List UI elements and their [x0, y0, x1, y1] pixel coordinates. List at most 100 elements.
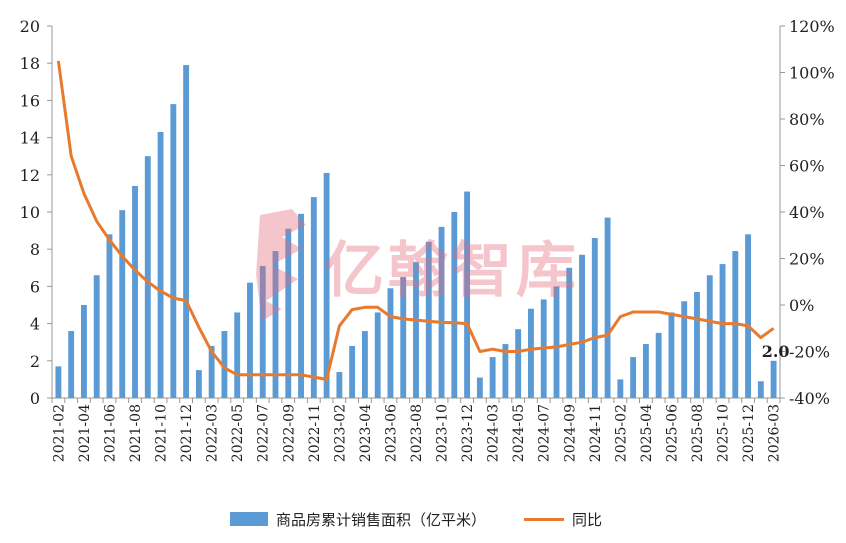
bar: [234, 312, 241, 398]
bar: [323, 172, 330, 398]
bar: [706, 275, 713, 398]
legend-bar-swatch: [230, 512, 268, 526]
bar: [655, 332, 662, 398]
x-tick-label: 2024-03: [486, 404, 502, 462]
x-tick-label: 2023-02: [332, 404, 348, 462]
x-tick-label: 2023-06: [383, 404, 399, 462]
line-series: [56, 60, 775, 381]
bar: [247, 282, 253, 398]
bar: [259, 265, 266, 398]
bar: [489, 357, 496, 398]
x-tick-label: 2023-04: [358, 404, 374, 462]
bar: [183, 65, 190, 398]
bar: [745, 234, 752, 398]
bar: [361, 331, 368, 398]
bar: [757, 381, 764, 398]
bar: [630, 357, 637, 398]
x-tick-label: 2022-11: [307, 404, 323, 462]
bar: [617, 379, 624, 398]
x-tick-label: 2026-03: [767, 404, 783, 462]
bar: [374, 312, 381, 398]
x-tick-label: 2021-02: [51, 404, 67, 462]
x-tick-label: 2024-11: [588, 404, 604, 462]
bar-series: [55, 65, 777, 399]
bar: [298, 213, 304, 398]
bar: [349, 345, 356, 398]
x-tick-label: 2025-04: [639, 404, 655, 462]
bar: [694, 291, 700, 398]
x-tick-label: 2025-08: [690, 404, 706, 462]
y-right-tick-label: 120%: [789, 17, 835, 36]
legend: 商品房累计销售面积（亿平米） 同比: [230, 508, 602, 530]
bar: [80, 305, 87, 398]
bar: [106, 234, 113, 398]
bar: [285, 228, 292, 398]
bar: [93, 275, 100, 398]
bar: [400, 277, 407, 398]
y-left-tick-label: 20: [20, 17, 40, 36]
bar: [272, 251, 279, 398]
axis-labels: 0 2 4 6 8 10 12 14 16 18 20 -40% -20% 0% 20% 40% 60% 80% 1…: [20, 17, 835, 462]
bar: [144, 156, 151, 398]
y-left-tick-label: 6: [30, 277, 40, 296]
bar: [68, 331, 75, 398]
x-tick-label: 2024-07: [537, 404, 553, 462]
x-tick-label: 2024-09: [562, 404, 578, 462]
y-left-tick-label: 16: [20, 91, 40, 110]
y-left-tick-label: 0: [30, 389, 40, 408]
x-tick-label: 2022-05: [230, 404, 246, 462]
bar: [642, 344, 649, 398]
y-left-tick-label: 18: [20, 54, 40, 73]
x-tick-label: 2021-08: [128, 404, 144, 462]
bar: [553, 286, 560, 398]
y-right-tick-label: 100%: [789, 64, 835, 83]
x-tick-label: 2022-07: [256, 404, 272, 462]
y-left-tick-label: 14: [20, 129, 40, 148]
bar: [208, 345, 215, 398]
x-tick-label: 2025-02: [613, 404, 629, 462]
bar: [502, 344, 509, 398]
bar: [528, 308, 534, 398]
bar: [170, 104, 177, 399]
bar: [413, 262, 419, 398]
bar: [464, 191, 471, 398]
chart-canvas: 0 2 4 6 8 10 12 14 16 18 20 -40% -20% 0% 20% 40% 60% 80% 1…: [20, 17, 835, 462]
bar: [604, 217, 611, 398]
bar: [119, 210, 126, 398]
legend-bar-label: 商品房累计销售面积（亿平米）: [276, 510, 487, 529]
bar: [515, 329, 522, 398]
x-tick-label: 2021-10: [154, 404, 170, 462]
legend-line-swatch: [524, 517, 565, 521]
bar: [55, 366, 62, 398]
y-left-tick-label: 4: [30, 315, 40, 334]
bar: [668, 312, 675, 398]
legend-line-label: 同比: [572, 510, 603, 529]
x-tick-label: 2021-06: [102, 404, 118, 462]
y-right-tick-label: 40%: [789, 203, 825, 222]
bar: [681, 301, 688, 398]
x-tick-label: 2023-12: [460, 404, 476, 462]
bar: [591, 238, 598, 398]
y-right-tick-label: 80%: [789, 110, 825, 129]
y-right-tick-label: -40%: [789, 389, 830, 408]
bar: [195, 370, 202, 398]
bar: [770, 360, 777, 398]
bar: [566, 267, 573, 398]
x-tick-label: 2024-05: [511, 404, 527, 462]
bar: [476, 377, 483, 398]
x-tick-label: 2022-03: [205, 404, 221, 462]
y-right-tick-label: -20%: [789, 343, 830, 362]
bar: [451, 212, 458, 398]
y-right-tick-label: 60%: [789, 157, 825, 176]
x-tick-label: 2023-10: [435, 404, 451, 462]
y-left-tick-label: 8: [30, 240, 40, 259]
x-tick-label: 2025-10: [716, 404, 732, 462]
bar: [336, 371, 343, 398]
x-tick-label: 2021-12: [179, 404, 195, 462]
bar: [387, 288, 394, 398]
y-left-tick-label: 10: [20, 203, 40, 222]
bar: [132, 185, 138, 398]
y-right-tick-label: 20%: [789, 250, 825, 269]
y-right-tick-label: 0%: [789, 296, 814, 315]
yoy-line: [56, 60, 775, 381]
